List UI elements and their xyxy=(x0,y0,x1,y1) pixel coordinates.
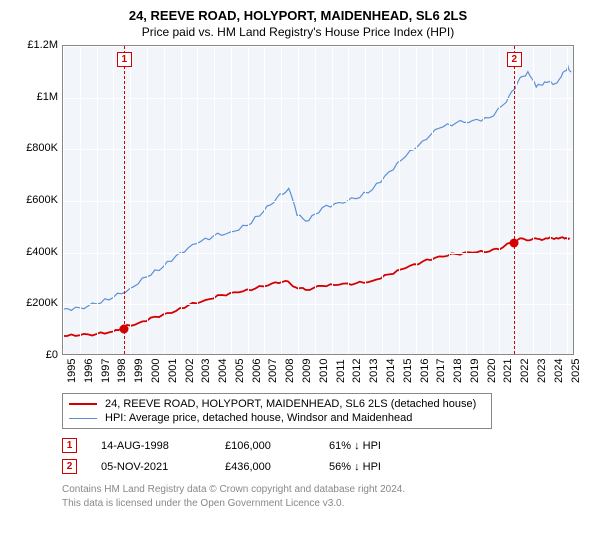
x-tick-label: 2004 xyxy=(217,359,229,383)
chart-area: £0£200K£400K£600K£800K£1M£1.2M 12 199519… xyxy=(14,45,574,387)
transaction-marker: 1 xyxy=(62,438,77,453)
marker-dot-2 xyxy=(509,239,518,248)
x-tick-label: 2011 xyxy=(335,359,347,383)
chart-svg xyxy=(63,46,573,354)
legend-swatch xyxy=(69,418,97,419)
footer-line2: This data is licensed under the Open Gov… xyxy=(62,497,582,511)
legend-swatch xyxy=(69,403,97,405)
x-tick-label: 2008 xyxy=(284,359,296,383)
x-tick-label: 2003 xyxy=(200,359,212,383)
x-tick-label: 2001 xyxy=(167,359,179,383)
plot-region: 12 xyxy=(62,45,574,355)
x-tick-label: 2024 xyxy=(553,359,565,383)
chart-title: 24, REEVE ROAD, HOLYPORT, MAIDENHEAD, SL… xyxy=(14,8,582,23)
x-tick-label: 2025 xyxy=(570,359,582,383)
transaction-row: 1 14-AUG-1998 £106,000 61% ↓ HPI xyxy=(62,435,582,456)
legend-row: HPI: Average price, detached house, Wind… xyxy=(69,411,485,425)
x-tick-label: 2023 xyxy=(536,359,548,383)
x-axis: 1995 1996 1997 1998 1999 2000 2001 2002 2003 2004… xyxy=(62,355,574,387)
marker-box-1: 1 xyxy=(117,52,132,67)
y-tick-label: £600K xyxy=(26,194,58,206)
y-tick-label: £0 xyxy=(46,349,58,361)
marker-line-1 xyxy=(124,46,125,354)
transaction-pct: 56% ↓ HPI xyxy=(329,461,429,473)
x-tick-label: 2009 xyxy=(301,359,313,383)
transaction-pct: 61% ↓ HPI xyxy=(329,440,429,452)
legend-row: 24, REEVE ROAD, HOLYPORT, MAIDENHEAD, SL… xyxy=(69,397,485,411)
transaction-price: £106,000 xyxy=(225,440,305,452)
transaction-table: 1 14-AUG-1998 £106,000 61% ↓ HPI 2 05-NOV-202… xyxy=(62,435,582,477)
series-hpi xyxy=(63,67,571,311)
x-tick-label: 2002 xyxy=(184,359,196,383)
x-tick-label: 1998 xyxy=(116,359,128,383)
footer-line1: Contains HM Land Registry data © Crown c… xyxy=(62,483,582,497)
y-axis: £0£200K£400K£600K£800K£1M£1.2M xyxy=(14,45,62,355)
x-tick-label: 1995 xyxy=(66,359,78,383)
x-tick-label: 2014 xyxy=(385,359,397,383)
marker-box-2: 2 xyxy=(507,52,522,67)
x-tick-label: 2015 xyxy=(402,359,414,383)
transaction-date: 05-NOV-2021 xyxy=(101,461,201,473)
x-tick-label: 2016 xyxy=(419,359,431,383)
x-tick-label: 2010 xyxy=(318,359,330,383)
y-tick-label: £1.2M xyxy=(27,39,58,51)
x-tick-label: 2006 xyxy=(251,359,263,383)
marker-dot-1 xyxy=(119,324,128,333)
y-tick-label: £800K xyxy=(26,142,58,154)
chart-subtitle: Price paid vs. HM Land Registry's House … xyxy=(14,25,582,39)
footer-text: Contains HM Land Registry data © Crown c… xyxy=(62,483,582,510)
x-tick-label: 2012 xyxy=(351,359,363,383)
transaction-marker: 2 xyxy=(62,459,77,474)
x-tick-label: 2000 xyxy=(150,359,162,383)
x-tick-label: 1999 xyxy=(133,359,145,383)
x-tick-label: 2013 xyxy=(368,359,380,383)
marker-line-2 xyxy=(514,46,515,354)
x-tick-label: 2018 xyxy=(452,359,464,383)
y-tick-label: £1M xyxy=(37,91,58,103)
transaction-row: 2 05-NOV-2021 £436,000 56% ↓ HPI xyxy=(62,456,582,477)
y-tick-label: £200K xyxy=(26,297,58,309)
x-tick-label: 2020 xyxy=(486,359,498,383)
transaction-date: 14-AUG-1998 xyxy=(101,440,201,452)
legend-label: 24, REEVE ROAD, HOLYPORT, MAIDENHEAD, SL… xyxy=(105,398,476,410)
transaction-price: £436,000 xyxy=(225,461,305,473)
x-tick-label: 2005 xyxy=(234,359,246,383)
x-tick-label: 2007 xyxy=(267,359,279,383)
x-tick-label: 1996 xyxy=(83,359,95,383)
x-tick-label: 2017 xyxy=(435,359,447,383)
x-tick-label: 2022 xyxy=(519,359,531,383)
x-tick-label: 2019 xyxy=(469,359,481,383)
legend-box: 24, REEVE ROAD, HOLYPORT, MAIDENHEAD, SL… xyxy=(62,393,492,429)
legend-label: HPI: Average price, detached house, Wind… xyxy=(105,412,412,424)
x-tick-label: 1997 xyxy=(100,359,112,383)
x-tick-label: 2021 xyxy=(502,359,514,383)
y-tick-label: £400K xyxy=(26,246,58,258)
